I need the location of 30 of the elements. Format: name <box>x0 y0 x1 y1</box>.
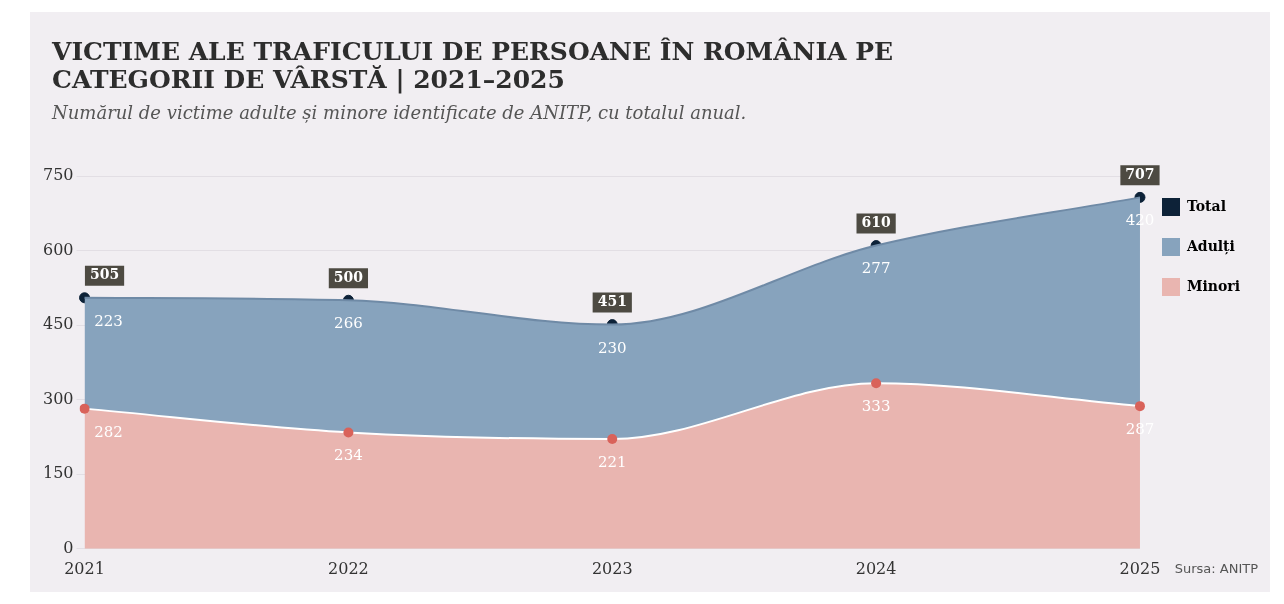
data-label: 500 <box>333 268 364 285</box>
data-label: 282 <box>94 422 123 441</box>
x-tick-label: 2023 <box>591 558 633 578</box>
data-label: 610 <box>861 214 891 231</box>
x-tick-label: 2021 <box>64 558 105 578</box>
data-label: 221 <box>597 452 627 471</box>
data-label: 333 <box>861 397 891 416</box>
data-label: 230 <box>597 338 627 357</box>
x-tick-label: 2025 <box>1119 558 1161 578</box>
data-label: 451 <box>597 293 627 310</box>
data-label: 234 <box>334 446 363 465</box>
y-tick-label: 0 <box>63 537 74 557</box>
y-tick-label: 600 <box>42 239 74 259</box>
text: Sursa: ANITP <box>1174 561 1258 576</box>
chart-title: VICTIME ALE TRAFICULUI DE PERSOANE ÎN ROMÂNIA PE CATEGORII DE VÂRSTĂ | 2021–2025 <box>52 37 895 94</box>
data-label: 277 <box>861 259 891 278</box>
data-label: 505 <box>89 266 120 283</box>
legend-label: Total <box>1186 197 1226 214</box>
legend-label: Adulți <box>1185 237 1235 255</box>
data-label: 266 <box>334 314 363 333</box>
data-label: 223 <box>94 311 123 330</box>
y-tick-label: 150 <box>42 463 74 483</box>
y-tick-label: 450 <box>42 314 74 334</box>
legend-label: Minori <box>1186 277 1240 294</box>
y-tick-label: 300 <box>42 388 74 408</box>
chart-subtitle: Numărul de victime adulte și minore identificate de ANITP, cu totalul anual. <box>52 102 747 123</box>
y-tick-label: 750 <box>42 165 74 185</box>
x-tick-label: 2022 <box>328 558 369 578</box>
x-tick-label: 2024 <box>855 558 897 578</box>
data-label: 707 <box>1125 166 1155 183</box>
